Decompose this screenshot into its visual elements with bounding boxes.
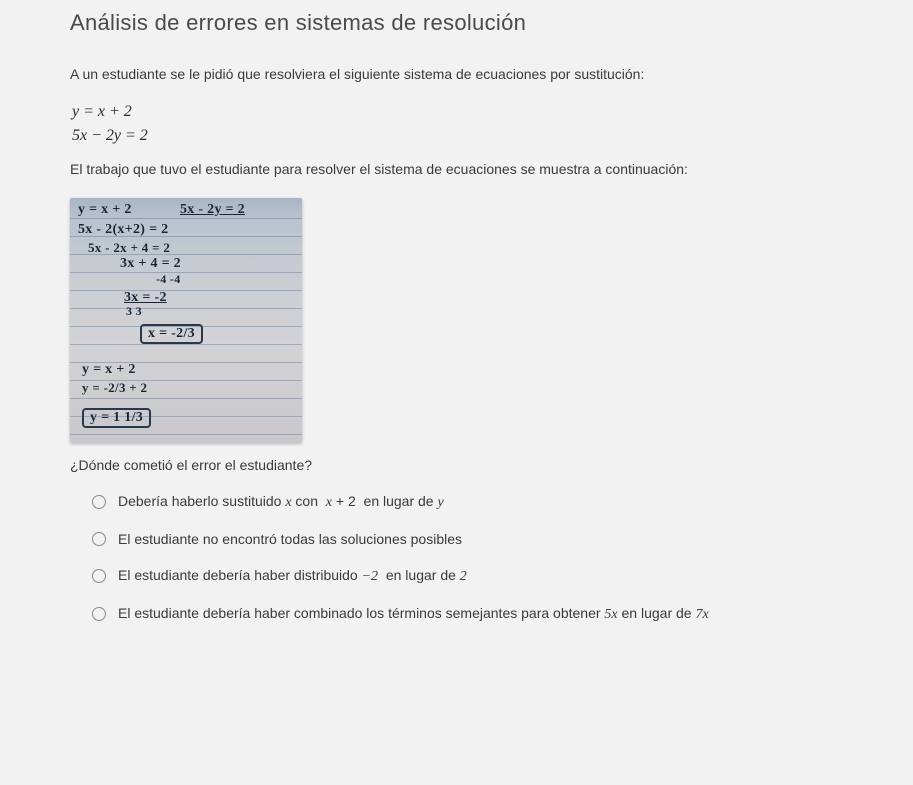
page-title: Análisis de errores en sistemas de resol… — [70, 10, 873, 36]
hand-line-4: 3x + 4 = 2 — [120, 256, 181, 272]
option-a-label: Debería haberlo sustituido x con x + 2 e… — [118, 493, 444, 511]
equation-1: y = x + 2 — [72, 103, 873, 121]
hand-line-9: y = -2/3 + 2 — [82, 380, 147, 396]
option-b-label: El estudiante no encontró todas las solu… — [118, 531, 462, 547]
radio-icon[interactable] — [92, 532, 106, 546]
equation-2: 5x − 2y = 2 — [72, 127, 873, 145]
option-b[interactable]: El estudiante no encontró todas las solu… — [92, 531, 873, 547]
work-intro: El trabajo que tuvo el estudiante para r… — [70, 159, 873, 180]
hand-line-7: x = -2/3 — [140, 324, 203, 344]
radio-icon[interactable] — [92, 495, 106, 509]
option-c[interactable]: El estudiante debería haber distribuido … — [92, 567, 873, 585]
option-a[interactable]: Debería haberlo sustituido x con x + 2 e… — [92, 493, 873, 511]
hand-line-2: 5x - 2(x+2) = 2 — [78, 222, 168, 238]
problem-prompt: A un estudiante se le pidió que resolvie… — [70, 64, 873, 85]
hand-line-6d: 3 3 — [126, 304, 142, 319]
hand-line-10: y = 1 1/3 — [82, 408, 151, 428]
student-work-image: y = x + 2 5x - 2y = 2 5x - 2(x+2) = 2 5x… — [70, 198, 302, 443]
radio-icon[interactable] — [92, 569, 106, 583]
hand-line-1b: 5x - 2y = 2 — [180, 202, 245, 218]
option-c-label: El estudiante debería haber distribuido … — [118, 567, 467, 585]
page-container: Análisis de errores en sistemas de resol… — [50, 0, 913, 663]
radio-icon[interactable] — [92, 607, 106, 621]
options-group: Debería haberlo sustituido x con x + 2 e… — [70, 493, 873, 623]
hand-line-5: -4 -4 — [156, 272, 181, 287]
option-d-label: El estudiante debería haber combinado lo… — [118, 605, 709, 623]
question-text: ¿Dónde cometió el error el estudiante? — [70, 457, 873, 473]
option-d[interactable]: El estudiante debería haber combinado lo… — [92, 605, 873, 623]
hand-line-3: 5x - 2x + 4 = 2 — [88, 240, 170, 256]
hand-line-1a: y = x + 2 — [78, 202, 132, 218]
hand-line-8: y = x + 2 — [82, 362, 136, 378]
